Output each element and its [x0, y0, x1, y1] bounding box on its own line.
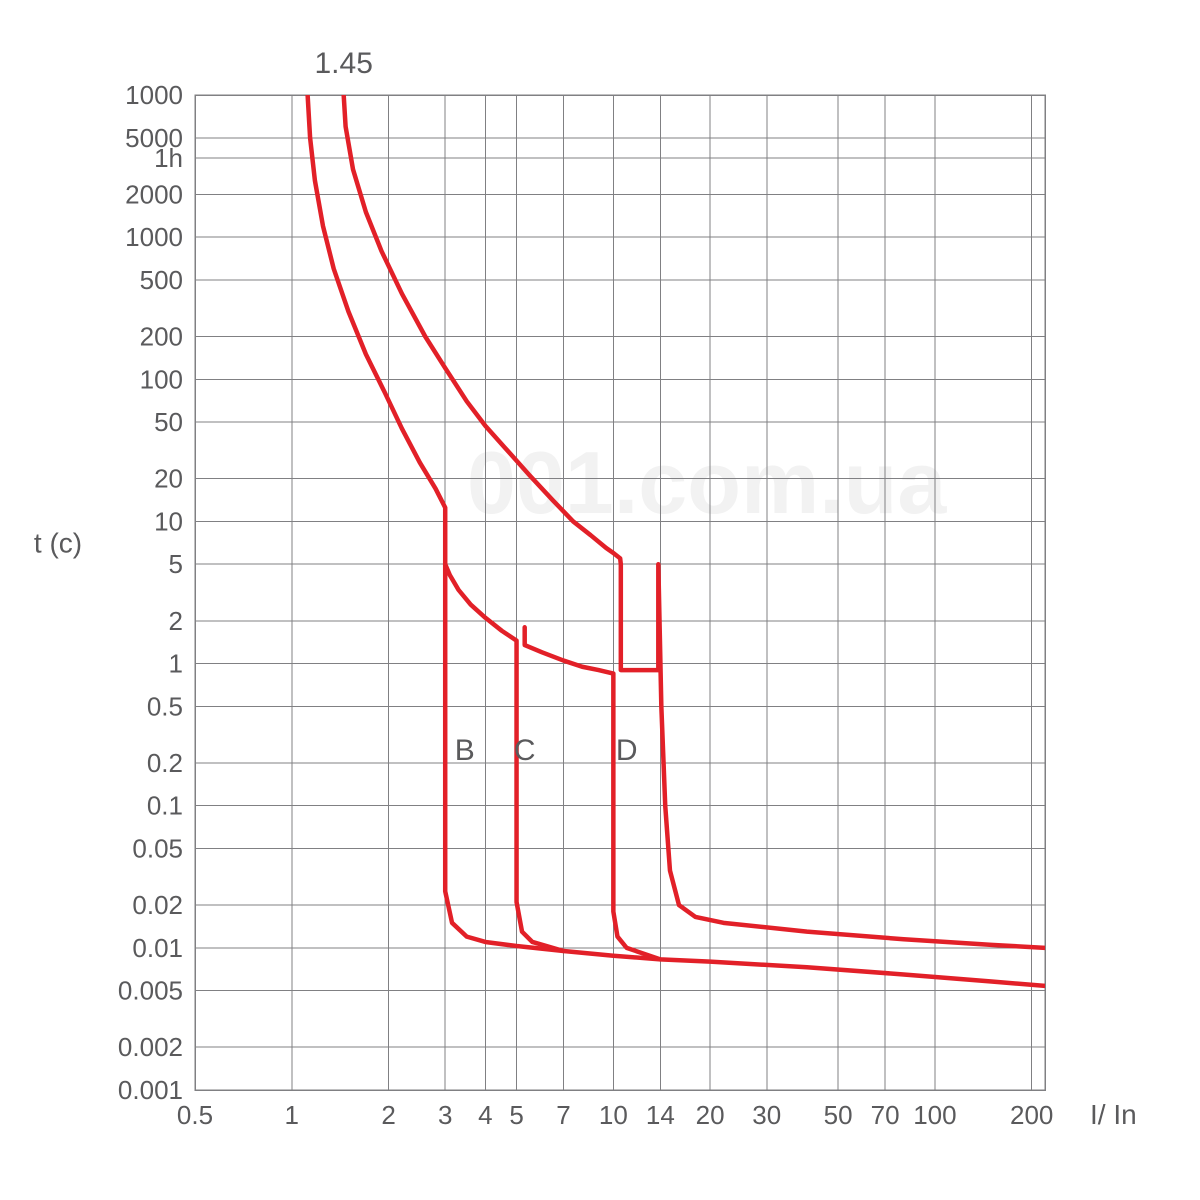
- x-tick-label: 20: [696, 1100, 725, 1130]
- y-tick-label: 0.2: [147, 748, 183, 778]
- y-tick-label: 0.1: [147, 791, 183, 821]
- x-tick-label: 10: [599, 1100, 628, 1130]
- x-tick-label: 1: [285, 1100, 299, 1130]
- y-tick-label: 1000: [125, 80, 183, 110]
- y-tick-label: 0.02: [132, 890, 183, 920]
- x-tick-label: 30: [752, 1100, 781, 1130]
- y-tick-label: 200: [140, 321, 183, 351]
- curve-label-c: C: [514, 734, 536, 767]
- y-tick-label: 0.01: [132, 933, 183, 963]
- y-tick-label: 2: [169, 606, 183, 636]
- y-tick-label: 1: [169, 649, 183, 679]
- y-tick-label: 20: [154, 464, 183, 494]
- x-tick-label: 200: [1010, 1100, 1053, 1130]
- y-tick-label: 500: [140, 265, 183, 295]
- x-tick-label: 4: [478, 1100, 492, 1130]
- x-tick-label: 14: [646, 1100, 675, 1130]
- x-tick-label: 7: [556, 1100, 570, 1130]
- y-tick-label: 0.001: [118, 1075, 183, 1105]
- x-tick-label: 50: [824, 1100, 853, 1130]
- x-tick-label: 5: [509, 1100, 523, 1130]
- y-tick-label: 1000: [125, 222, 183, 252]
- y-tick-label: 5000: [125, 123, 183, 153]
- x-tick-label: 2: [381, 1100, 395, 1130]
- curve-label-d: D: [616, 734, 638, 767]
- y-tick-label: 10: [154, 506, 183, 536]
- y-tick-label: 0.002: [118, 1032, 183, 1062]
- y-tick-label: 2000: [125, 179, 183, 209]
- x-tick-label: 70: [871, 1100, 900, 1130]
- x-tick-label: 100: [913, 1100, 956, 1130]
- y-tick-label: 0.005: [118, 976, 183, 1006]
- marker-1-45: 1.45: [314, 47, 372, 80]
- y-axis-title: t (c): [34, 528, 82, 559]
- y-tick-label: 0.05: [132, 834, 183, 864]
- x-tick-label: 3: [438, 1100, 452, 1130]
- curve-label-b: B: [455, 734, 475, 767]
- trip-curve-chart: 001.com.ua0.51234571014203050701002000.0…: [0, 0, 1200, 1200]
- y-tick-label: 5: [169, 549, 183, 579]
- y-tick-label: 100: [140, 364, 183, 394]
- x-axis-title: I/ In: [1090, 1099, 1137, 1130]
- y-tick-label: 50: [154, 407, 183, 437]
- y-tick-label: 0.5: [147, 691, 183, 721]
